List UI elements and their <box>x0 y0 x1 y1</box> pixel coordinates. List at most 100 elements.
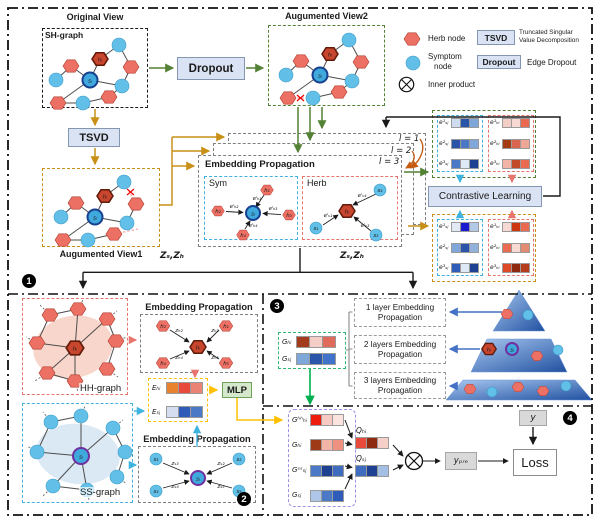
embedding-row <box>451 263 479 273</box>
view1-embeddings-box: e¹ₛⱼ e²ₛⱼ e³ₛⱼ e¹ₕᵢ e²ₕᵢ e³ₕᵢ <box>432 214 536 282</box>
svg-text:sⱼ: sⱼ <box>318 74 322 80</box>
herb-star-graph: s₄ s₁ s₃ hᵢ eˡₛ₄ eˡₛ₁ eˡₛ₃ <box>309 183 387 242</box>
ss-graph-box: sⱼ SS-graph <box>22 403 134 503</box>
augmented-view2-title: Augumented View2 <box>285 11 368 21</box>
embedding-row <box>502 118 530 128</box>
hh-graph-box: hᵢ HH-graph <box>22 298 128 395</box>
legend-inner-product-label: Inner product <box>428 80 476 89</box>
svg-text:s₂: s₂ <box>237 457 243 463</box>
view2-sym-embeddings: e¹ₛⱼ e²ₛⱼ e³ₛⱼ <box>437 115 483 172</box>
sj-label: sⱼ <box>88 79 92 85</box>
y-box: y <box>519 410 547 426</box>
mlp-block: MLP <box>222 382 252 398</box>
svg-text:h₂: h₂ <box>215 209 221 215</box>
z-label-right: Zₛ,Zₕ <box>340 251 364 261</box>
ss-graph-label: SS-graph <box>79 487 122 498</box>
svg-text:hᵢ: hᵢ <box>196 345 200 351</box>
svg-text:h₅: h₅ <box>223 361 229 367</box>
view2-embeddings-box: e¹ₛⱼ e²ₛⱼ e³ₛⱼ e¹ₕᵢ e²ₕᵢ e³ₕᵢ <box>432 110 536 178</box>
svg-text:zₛ₅: zₛ₅ <box>216 484 224 490</box>
legend-symptom-icon <box>405 55 421 71</box>
herb-node <box>122 60 140 74</box>
svg-text:zₕ₄: zₕ₄ <box>174 355 183 361</box>
propagation-pyramid: hᵢ sⱼ <box>445 289 593 401</box>
sh-graph-box: SH-graph hᵢ sⱼ <box>42 28 148 111</box>
svg-text:h₁: h₁ <box>223 324 229 330</box>
svg-text:eˡₛ₁: eˡₛ₁ <box>324 212 333 219</box>
svg-text:hᵢ: hᵢ <box>345 209 349 215</box>
z-label-left: Zₛ,Zₕ <box>160 251 184 261</box>
svg-text:eˡₕ₃: eˡₕ₃ <box>269 205 279 212</box>
embedding-row <box>451 138 479 149</box>
layer1-ep-box: 1 layer Embedding Propagation <box>354 298 446 327</box>
section4-arrows <box>344 419 509 490</box>
legend-tsvd-block: TSVD <box>477 30 515 45</box>
q-sym-row <box>355 465 389 477</box>
layer-label-1: l = 1 <box>399 134 420 144</box>
svg-text:eˡₕ₄: eˡₕ₄ <box>249 222 259 229</box>
svg-text:sⱼ: sⱼ <box>510 347 514 353</box>
embedding-row <box>310 464 344 477</box>
svg-text:eˡₕ₁: eˡₕ₁ <box>253 195 262 202</box>
legend-herb-label: Herb node <box>428 34 466 43</box>
svg-text:sⱼ: sⱼ <box>93 216 97 222</box>
embedding-row <box>166 382 203 394</box>
sh-graph: hᵢ sⱼ <box>48 37 140 111</box>
augmented-view2-box: hᵢ sⱼ <box>268 25 385 106</box>
embedding-row <box>451 118 479 128</box>
svg-text:eˡₛ₃: eˡₛ₃ <box>361 222 370 229</box>
svg-text:zₕ₁: zₕ₁ <box>210 328 218 334</box>
svg-text:hᵢ: hᵢ <box>73 347 77 353</box>
augmented-view2-graph: hᵢ sⱼ <box>278 32 370 106</box>
layer3-ep-box: 3 layers Embedding Propagation <box>354 372 446 399</box>
embedding-row <box>166 406 203 418</box>
svg-text:hᵢ: hᵢ <box>487 347 491 353</box>
svg-text:s₃: s₃ <box>154 457 159 463</box>
embedding-row <box>502 138 530 149</box>
hh-ep-box: h₂ h₁ h₄ h₅ hᵢ zₕ₂ zₕ₁ zₕ₄ zₕ₅ <box>140 314 258 373</box>
embedding-row <box>310 414 344 426</box>
inner-product-operator <box>404 451 424 471</box>
hi-label: hᵢ <box>98 58 102 64</box>
embedding-row <box>502 263 530 273</box>
ep-sym-box: Sym h₁ h₂ h₃ h₄ sⱼ eˡₕ₁ eˡₕ₂ eˡₕ₃ eˡₕ₄ <box>204 176 298 241</box>
sym-star-graph: h₁ h₂ h₃ h₄ sⱼ eˡₕ₁ eˡₕ₂ eˡₕ₃ eˡₕ₄ <box>211 184 296 241</box>
dropout-block: Dropout <box>177 57 245 80</box>
loss-box: Loss <box>513 449 557 476</box>
embedding-row <box>296 353 336 365</box>
svg-text:zₛ₄: zₛ₄ <box>170 484 179 490</box>
symptom-node <box>114 78 130 94</box>
embedding-row <box>502 159 530 169</box>
legend-symptom-label: Symptom node <box>428 52 462 71</box>
svg-text:s₁: s₁ <box>314 226 319 232</box>
view2-herb-embeddings: e¹ₕᵢ e²ₕᵢ e³ₕᵢ <box>488 115 534 172</box>
svg-text:zₕ₂: zₕ₂ <box>174 328 183 334</box>
symptom-node <box>75 95 91 111</box>
contrastive-learning-block: Contrastive Learning <box>428 186 542 207</box>
layer-bracket <box>346 311 353 387</box>
svg-text:eˡₕ₂: eˡₕ₂ <box>230 203 240 210</box>
svg-text:s₄: s₄ <box>378 188 384 194</box>
section4-badge: 4 <box>563 411 577 425</box>
legend-dropout-desc: Edge Dropout <box>527 58 577 67</box>
embedding-row <box>310 439 344 452</box>
svg-text:eˡₛ₄: eˡₛ₄ <box>358 192 367 199</box>
final-embeddings-box: Gʰʰₕᵢ Gₕᵢ Gˢˢₛⱼ Gₛⱼ <box>288 409 356 507</box>
section3-badge: 3 <box>270 299 284 313</box>
embedding-row <box>310 489 344 502</box>
embedding-row <box>451 222 479 232</box>
hh-graph-label: HH-graph <box>79 383 123 394</box>
svg-text:hᵢ: hᵢ <box>328 53 332 59</box>
svg-text:zₛ₃: zₛ₃ <box>170 461 179 467</box>
svg-text:sⱼ: sⱼ <box>251 211 255 217</box>
symptom-node <box>111 37 127 53</box>
layer2-ep-box: 2 layers Embedding Propagation <box>354 335 446 364</box>
svg-text:sⱼ: sⱼ <box>79 455 83 461</box>
hh-ep-title: Embedding Propagation <box>145 302 253 312</box>
embedding-row <box>502 242 530 253</box>
ep-main-box: Embedding Propagation Sym h₁ h₂ h₃ h₄ sⱼ… <box>198 155 402 247</box>
inner-product-icon <box>398 76 415 93</box>
section2-badge: 2 <box>237 492 251 506</box>
legend-herb-icon <box>403 32 421 46</box>
